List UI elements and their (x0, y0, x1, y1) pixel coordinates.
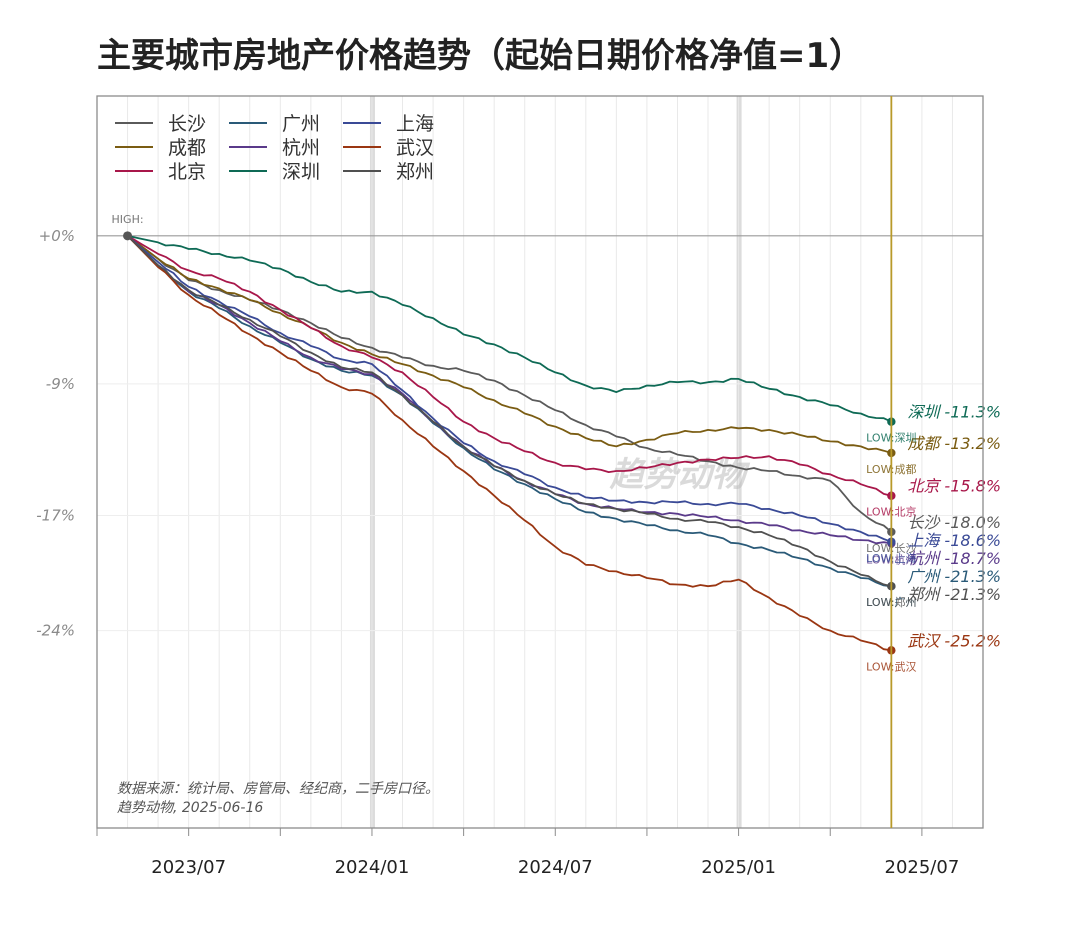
axes: +0% -9% -17% -24% 2023/07 2024/01 2024/07 2025/… (36, 95, 984, 878)
x-tick-label: 2024/01 (335, 857, 410, 878)
legend-label: 北京 (168, 161, 206, 183)
y-tick-label: +0% (39, 227, 75, 245)
x-tick-label: 2024/07 (518, 857, 593, 878)
end-label: 郑州 -21.3% (907, 585, 1001, 604)
series-line-9 (126, 235, 892, 588)
source-notes: 数据来源：统计局、房管局、经纪商，二手房口径。趋势动物, 2025-06-16 (117, 781, 439, 816)
series-line-6 (127, 234, 892, 423)
end-label: 武汉 -25.2% (907, 631, 1001, 650)
series-lines (126, 234, 892, 652)
series-line-2 (127, 235, 892, 454)
series-line-3 (127, 235, 892, 497)
end-label: 深圳 -11.3% (907, 403, 1001, 422)
legend-label: 杭州 (282, 137, 320, 159)
credit-note: 趋势动物, 2025-06-16 (117, 800, 263, 816)
x-tick-label: 2025/07 (885, 857, 960, 878)
legend-label: 广州 (282, 113, 320, 135)
series-line-7 (127, 235, 892, 543)
watermark: 趋势动物 (608, 455, 750, 495)
x-tick-label: 2025/01 (701, 857, 776, 878)
grid-lines (97, 96, 983, 828)
y-tick-label: -9% (46, 375, 75, 393)
end-label: 广州 -21.3% (907, 567, 1001, 586)
legend-label: 郑州 (396, 161, 434, 183)
y-tick-label: -17% (36, 506, 75, 524)
source-note: 数据来源：统计局、房管局、经纪商，二手房口径。 (117, 781, 439, 797)
x-tick-label: 2023/07 (151, 857, 226, 878)
end-label: 上海 -18.6% (907, 531, 1001, 550)
series-line-4 (126, 235, 892, 588)
end-label: 杭州 -18.7% (907, 549, 1001, 568)
legend-label: 深圳 (282, 161, 320, 183)
series-line-5 (126, 235, 892, 545)
end-label: 长沙 -18.0% (907, 513, 1001, 532)
high-label: HIGH: (112, 213, 144, 226)
legend-label: 上海 (396, 113, 434, 135)
legend-label: 武汉 (396, 137, 434, 159)
legend-label: 长沙 (168, 113, 206, 135)
chart-title: 主要城市房地产价格趋势（起始日期价格净值=1） (97, 36, 864, 76)
end-label: 成都 -13.2% (907, 434, 1001, 453)
y-tick-label: -24% (36, 622, 75, 640)
end-label: 北京 -15.8% (907, 477, 1001, 496)
legend-label: 成都 (168, 137, 206, 159)
start-point (123, 231, 133, 241)
series-line-8 (126, 235, 892, 652)
plot-frame (96, 95, 984, 829)
